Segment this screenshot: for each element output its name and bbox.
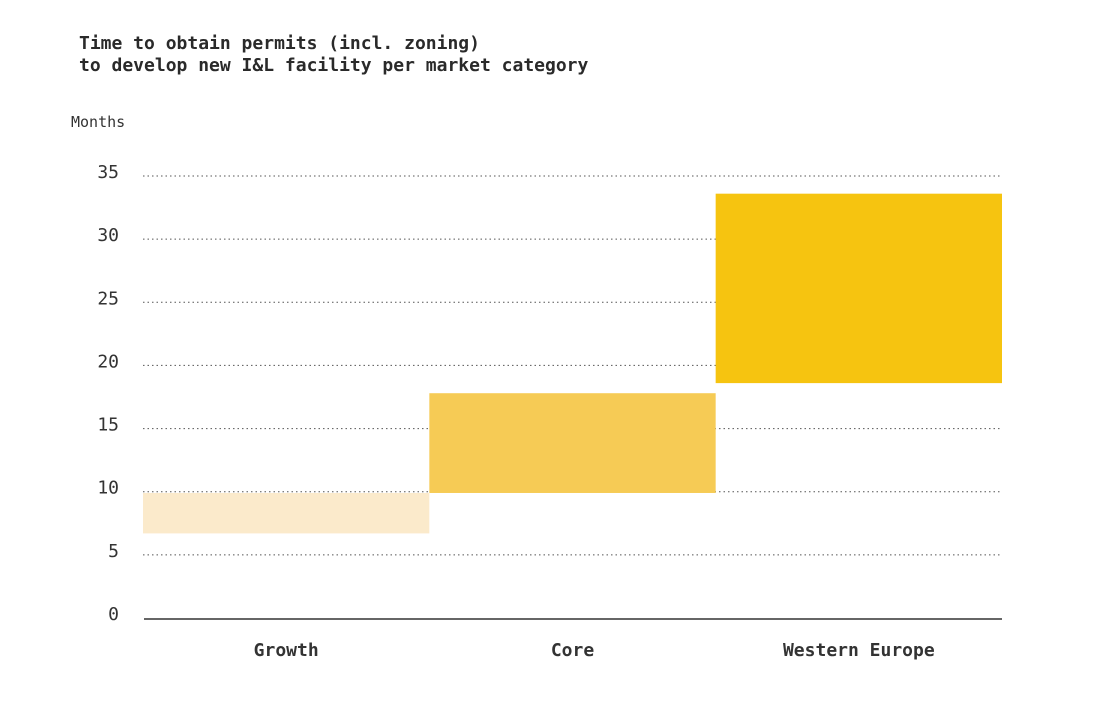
range-bar-core	[429, 393, 716, 493]
y-tick-label: 25	[97, 288, 119, 309]
range-bars	[143, 193, 1002, 534]
range-bar-growth	[143, 492, 430, 534]
y-axis-ticks: 0 5 10 15 20 25 30 35	[97, 162, 119, 625]
range-bar-western-europe	[715, 193, 1002, 384]
y-tick-label: 20	[97, 351, 119, 372]
y-tick-label: 0	[108, 604, 119, 625]
x-category-label: Core	[551, 640, 595, 661]
y-tick-label: 35	[97, 162, 119, 183]
x-category-label: Growth	[254, 640, 319, 661]
chart-title: Time to obtain permits (incl. zoning) to…	[79, 33, 588, 77]
x-axis-category-labels: Growth Core Western Europe	[254, 640, 935, 661]
chart-title-line-1: Time to obtain permits (incl. zoning)	[79, 33, 480, 54]
y-axis-unit-label: Months	[71, 113, 126, 131]
y-tick-label: 30	[97, 225, 119, 246]
x-category-label: Western Europe	[783, 640, 935, 661]
chart-title-line-2: to develop new I&L facility per market c…	[79, 55, 589, 76]
y-tick-label: 5	[108, 541, 119, 562]
y-tick-label: 10	[97, 478, 119, 499]
y-tick-label: 15	[97, 415, 119, 436]
